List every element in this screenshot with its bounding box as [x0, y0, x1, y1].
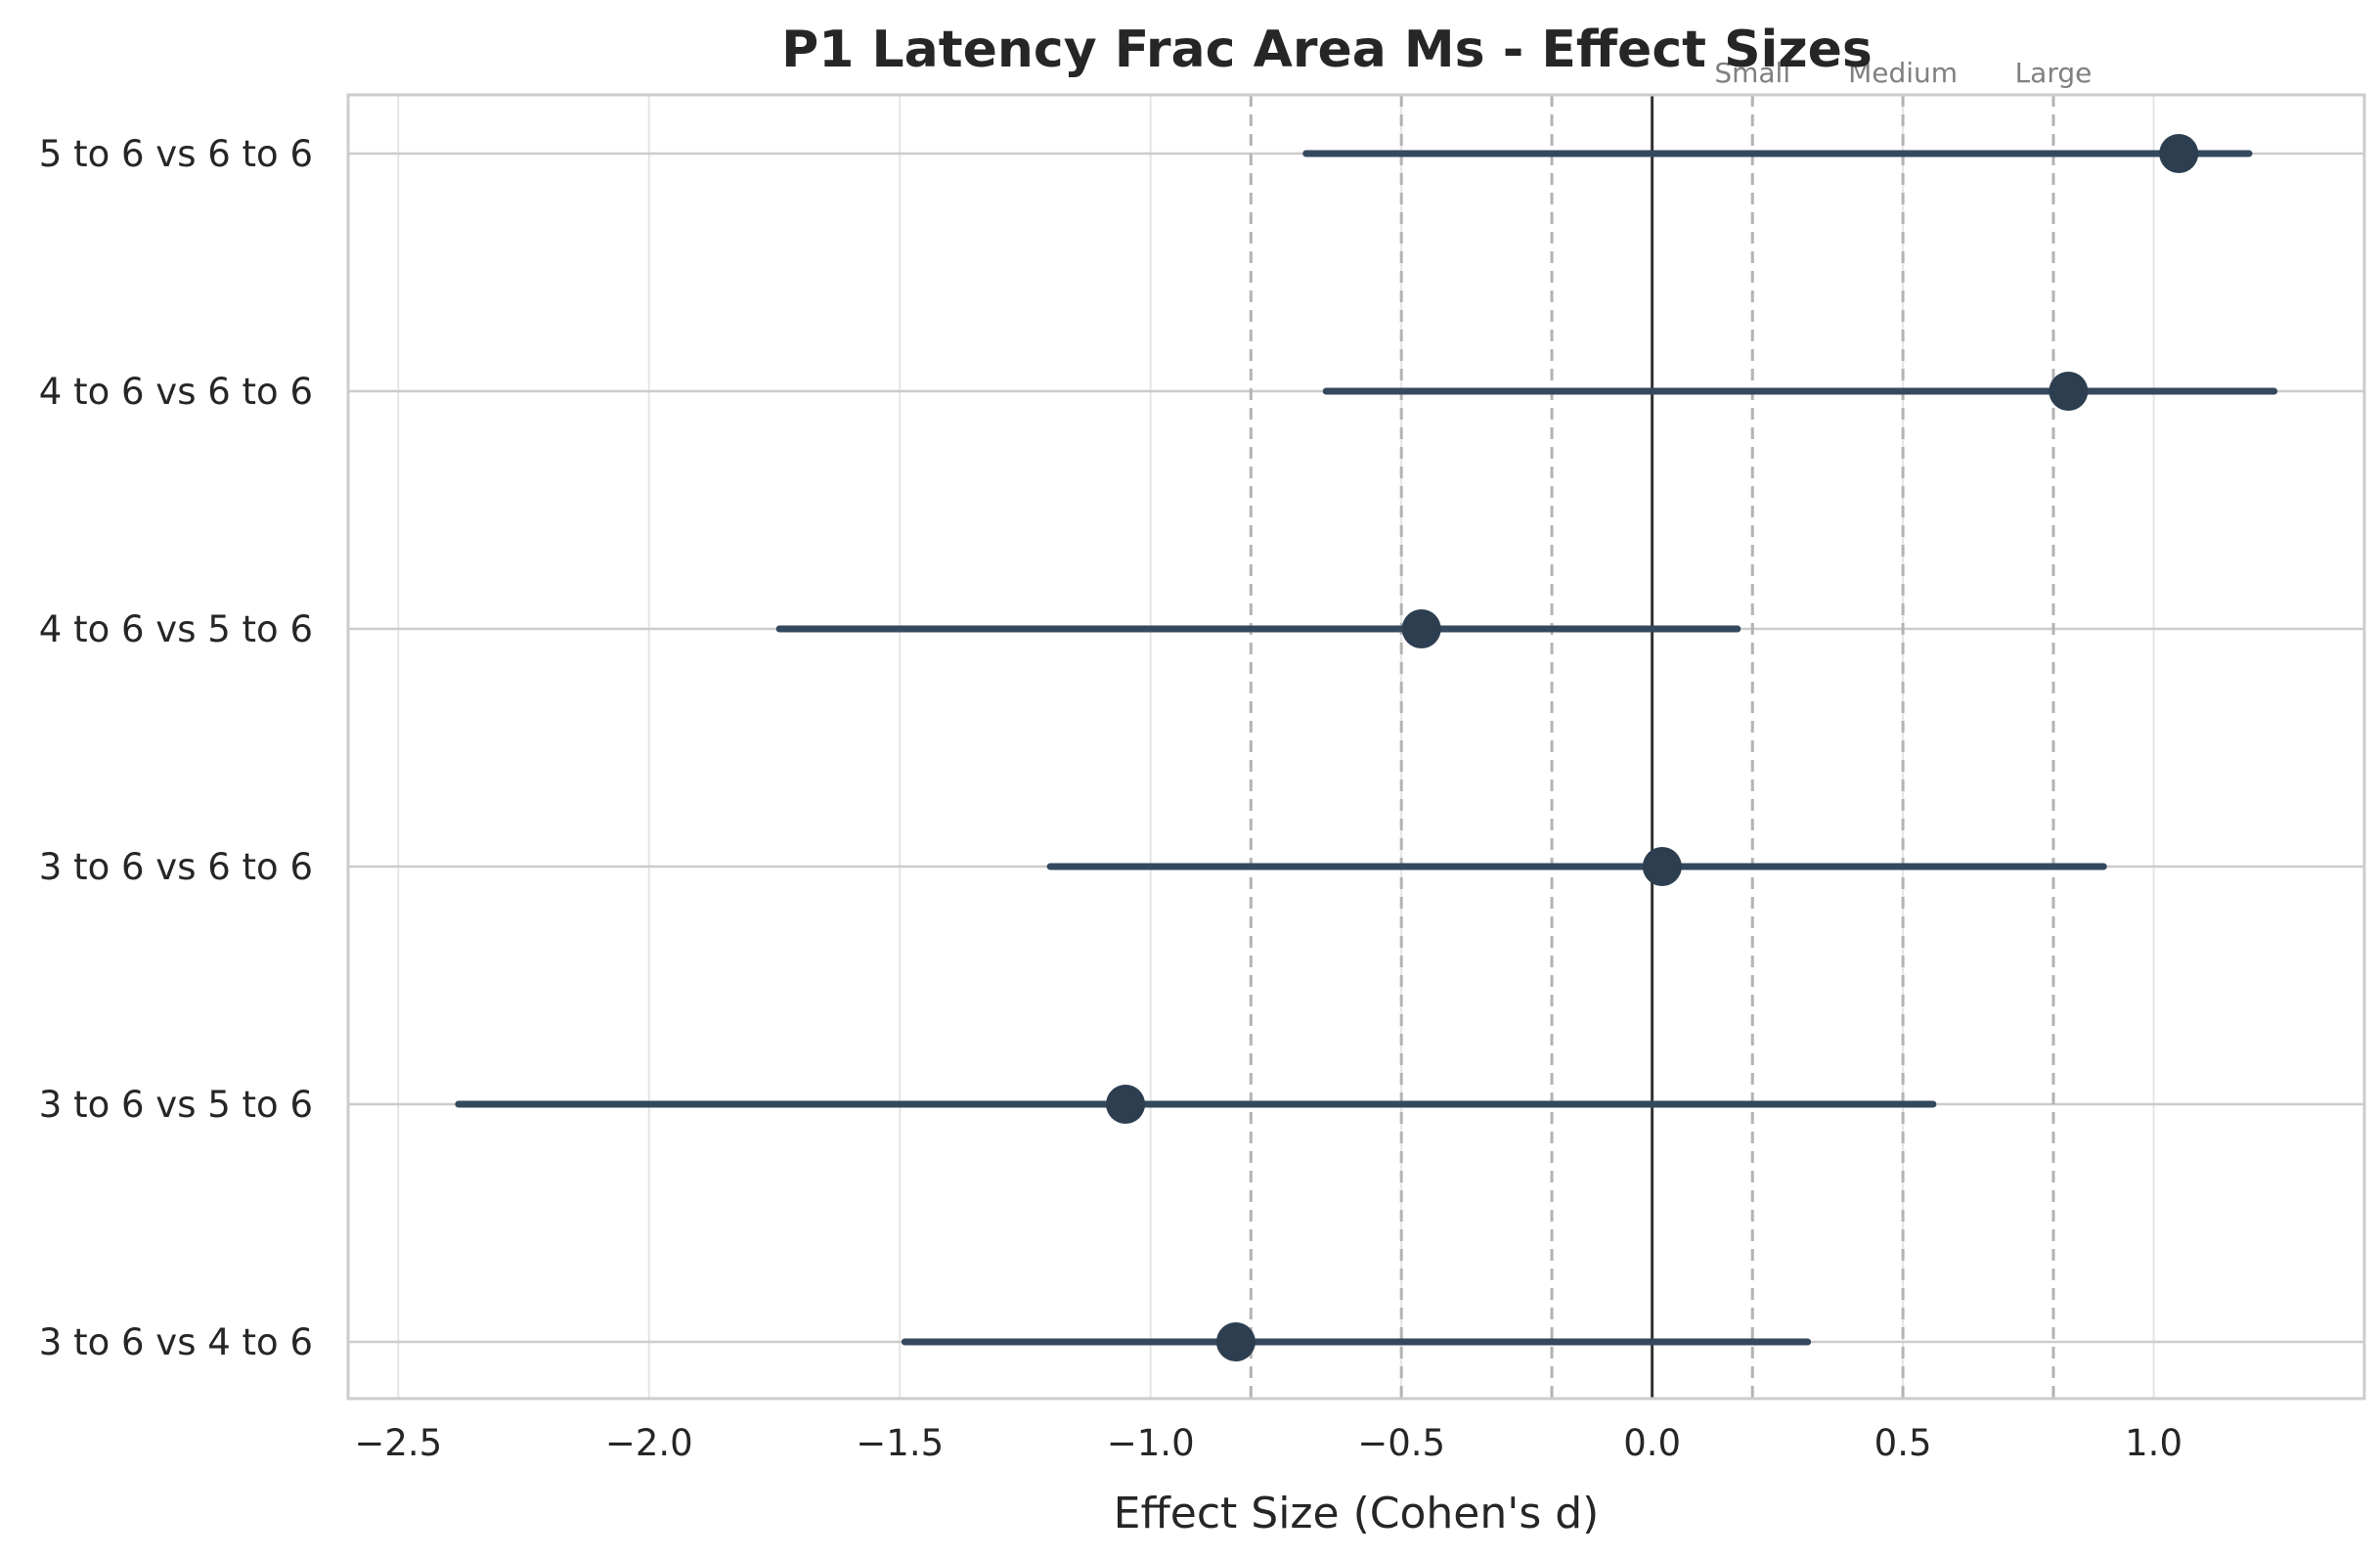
effect-size-point — [1642, 847, 1682, 886]
y-tick-label: 5 to 6 vs 6 to 6 — [39, 133, 313, 175]
reference-lines: Small Medium Large — [1249, 57, 2093, 1399]
y-tick-label: 3 to 6 vs 6 to 6 — [39, 846, 313, 888]
x-tick-label: −2.0 — [605, 1422, 693, 1464]
x-tick-label: 0.0 — [1623, 1422, 1681, 1464]
effect-size-point — [1106, 1085, 1146, 1124]
x-axis-label: Effect Size (Cohen's d) — [1114, 1489, 1600, 1538]
x-tick-label: 0.5 — [1874, 1422, 1932, 1464]
chart-title: P1 Latency Frac Area Ms - Effect Sizes — [781, 21, 1873, 79]
data-layer — [455, 134, 2278, 1361]
x-tick-label: −2.5 — [354, 1422, 442, 1464]
y-tick-label: 4 to 6 vs 5 to 6 — [39, 608, 313, 650]
effect-size-point — [1401, 609, 1441, 648]
y-tick-label: 3 to 6 vs 4 to 6 — [39, 1321, 313, 1363]
x-tick-label: −1.5 — [856, 1422, 944, 1464]
effect-size-point — [2049, 372, 2089, 411]
effect-size-point — [1215, 1322, 1256, 1361]
reference-label: Medium — [1848, 57, 1958, 89]
y-tick-label: 3 to 6 vs 5 to 6 — [39, 1084, 313, 1126]
x-tick-label: −0.5 — [1357, 1422, 1445, 1464]
x-tick-label: −1.0 — [1107, 1422, 1195, 1464]
effect-size-point — [2159, 134, 2199, 173]
axis-layer: −2.5 −2.0 −1.5 −1.0 −0.5 0.0 0.5 1.0 5 to 6 vs 6… — [39, 133, 2182, 1464]
x-tick-label: 1.0 — [2125, 1422, 2182, 1464]
y-tick-label: 4 to 6 vs 6 to 6 — [39, 371, 313, 413]
reference-label: Large — [2015, 57, 2093, 89]
plot-frame — [346, 93, 2366, 1401]
reference-label: Small — [1714, 57, 1790, 89]
